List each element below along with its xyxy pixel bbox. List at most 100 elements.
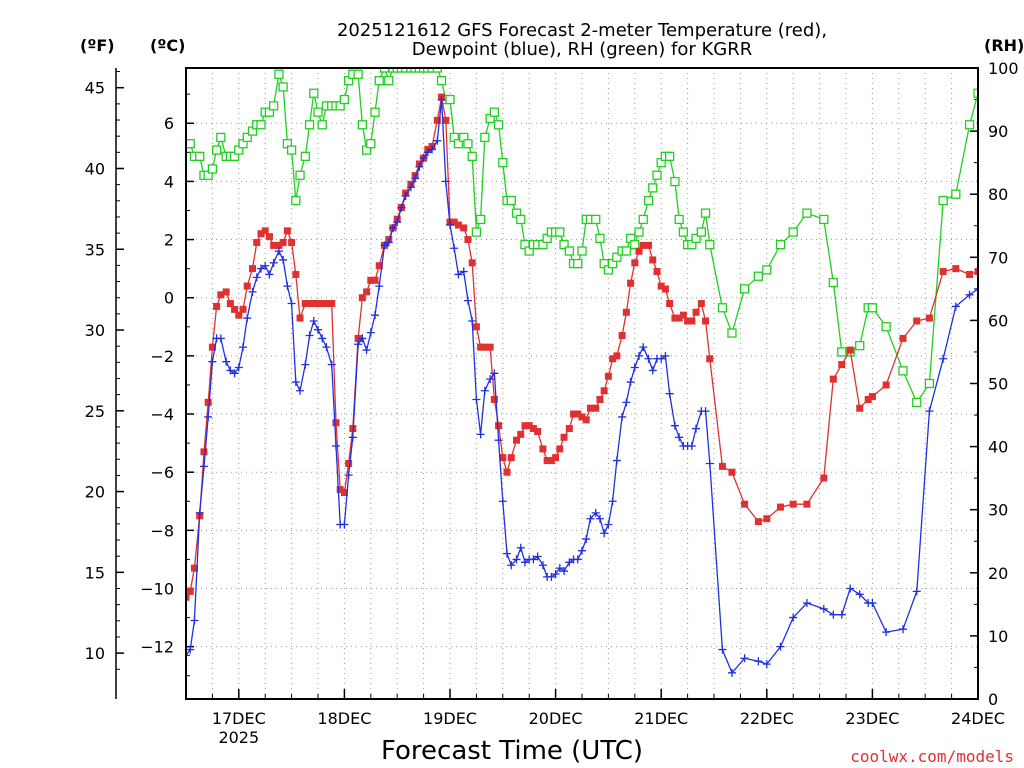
- rh-point: [506, 195, 516, 206]
- fahrenheit-unit-label: (ºF): [80, 36, 115, 55]
- temperature-point: [460, 224, 468, 232]
- time-tick-label: 21DEC: [634, 709, 688, 728]
- dewpoint-point: [555, 564, 564, 573]
- dewpoint-point: [692, 424, 701, 433]
- dewpoint-point: [618, 412, 627, 421]
- celsius-tick-label: 4: [164, 172, 174, 191]
- temperature-point: [340, 489, 348, 497]
- rh-point: [867, 303, 878, 313]
- fahrenheit-tick-label: 45: [85, 79, 105, 98]
- dewpoint-point: [925, 407, 934, 416]
- temperature-point: [684, 317, 692, 325]
- dewpoint-point: [498, 497, 507, 506]
- rh-point: [717, 303, 728, 313]
- celsius-tick-label: 0: [164, 289, 174, 308]
- rh-point: [696, 227, 706, 237]
- temperature-point: [472, 323, 480, 331]
- temperature-point: [288, 238, 296, 246]
- chart-title-line2: Dewpoint (blue), RH (green) for KGRR: [412, 39, 752, 60]
- rh-point: [555, 227, 565, 237]
- temperature-point: [261, 227, 269, 235]
- rh-point: [964, 120, 975, 130]
- dewpoint-point: [415, 162, 424, 171]
- temperature-point: [539, 445, 547, 453]
- temperature-point: [310, 300, 318, 308]
- temperature-point: [213, 302, 221, 310]
- dewpoint-point: [195, 508, 204, 517]
- dewpoint-point: [371, 311, 380, 320]
- dewpoint-point: [331, 442, 340, 451]
- temperature-point: [882, 381, 890, 389]
- rh-point: [480, 132, 490, 143]
- dewpoint-point: [578, 546, 586, 555]
- dewpoint-point: [393, 218, 402, 227]
- temperature-point: [592, 404, 600, 412]
- temperature-point: [846, 346, 854, 354]
- dewpoint-point: [547, 572, 556, 581]
- dewpoint-point: [406, 183, 415, 192]
- rh-point: [643, 195, 654, 206]
- rh-point: [638, 214, 648, 225]
- temperature-point: [226, 300, 234, 308]
- dewpoint-point: [687, 442, 696, 451]
- temperature-point: [565, 425, 573, 433]
- temperature-point: [279, 238, 287, 246]
- temperature-point: [582, 416, 590, 424]
- rh-point: [516, 214, 526, 225]
- temperature-point: [265, 233, 273, 241]
- temperature-point: [433, 116, 441, 124]
- dewpoint-point: [446, 221, 454, 230]
- dewpoint-point: [551, 569, 560, 578]
- fahrenheit-tick-label: 15: [85, 563, 105, 582]
- temperature-point: [275, 241, 283, 249]
- temperature-point: [613, 352, 621, 360]
- dewpoint-point: [486, 375, 495, 384]
- rh-point: [463, 139, 473, 149]
- temperature-point: [631, 259, 639, 267]
- rh-point: [353, 69, 363, 79]
- rh-point: [621, 246, 632, 256]
- fahrenheit-tick-label: 40: [85, 159, 105, 178]
- temperature-point: [306, 300, 314, 308]
- dewpoint-point: [348, 433, 357, 442]
- rh-point: [648, 183, 658, 193]
- rh-point: [268, 101, 279, 111]
- temperature-point: [604, 372, 612, 380]
- dewpoint-point: [234, 363, 243, 372]
- rh-point: [493, 120, 504, 130]
- temperature-point: [925, 314, 933, 322]
- dewpoint-point: [612, 456, 621, 465]
- rh-point: [652, 170, 662, 180]
- rh-point: [819, 214, 829, 225]
- temperature-point: [239, 305, 247, 313]
- dewpoint-point: [437, 95, 446, 104]
- rh-point: [211, 145, 222, 155]
- dewpoint-point: [560, 567, 569, 576]
- temperature-point: [354, 334, 362, 342]
- rh-point: [634, 227, 644, 237]
- rh-point: [242, 132, 252, 143]
- temperature-point: [728, 468, 736, 476]
- dewpoint-point: [340, 520, 349, 529]
- celsius-axis: 6 4 2 0 −2 −4 −6 −8 −10 −12: [140, 93, 194, 677]
- temperature-point: [517, 430, 525, 438]
- temperature-point: [600, 387, 608, 395]
- dewpoint-point: [622, 398, 631, 407]
- dewpoint-point: [380, 241, 389, 250]
- dewpoint-point: [222, 357, 231, 366]
- temperature-point: [864, 395, 872, 403]
- dewpoint-point: [582, 535, 591, 544]
- plot-clip: [186, 68, 978, 677]
- dewpoint-point: [718, 645, 727, 654]
- rh-point: [432, 68, 442, 73]
- temperature-point: [186, 587, 194, 595]
- temperature-point: [243, 282, 251, 290]
- rh-point: [427, 68, 437, 73]
- temperature-point: [292, 270, 300, 278]
- dewpoint-point: [375, 282, 384, 291]
- dewpoint-point: [675, 433, 684, 442]
- rh-tick-label: 80: [988, 185, 1008, 204]
- dewpoint-point: [600, 529, 609, 538]
- dewpoint-point: [819, 604, 828, 613]
- temperature-point: [671, 314, 679, 322]
